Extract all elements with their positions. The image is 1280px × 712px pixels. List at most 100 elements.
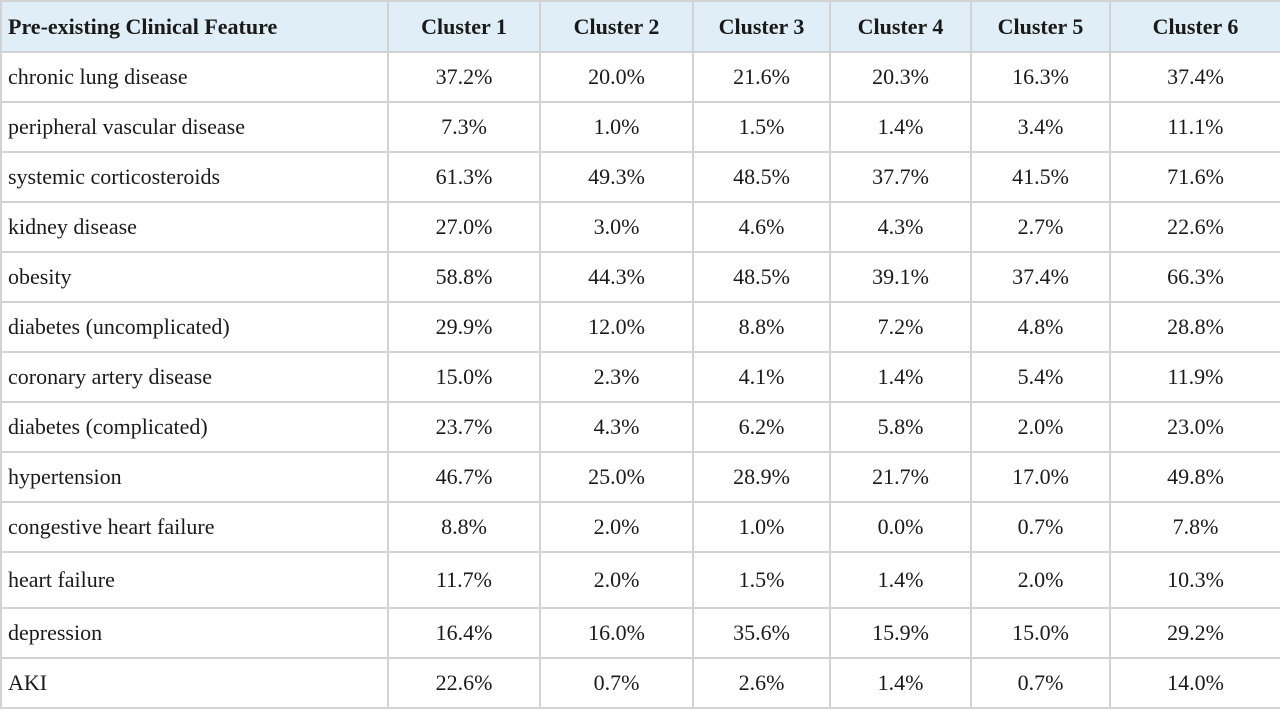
value-cell: 17.0% — [970, 451, 1111, 503]
value-cell: 0.0% — [829, 501, 972, 553]
value-cell: 15.0% — [387, 351, 541, 403]
value-cell: 14.0% — [1109, 657, 1280, 709]
table-row: AKI 22.6% 0.7% 2.6% 1.4% 0.7% 14.0% — [0, 657, 1280, 709]
table-row: heart failure 11.7% 2.0% 1.5% 1.4% 2.0% … — [0, 551, 1280, 609]
column-header-feature: Pre-existing Clinical Feature — [0, 0, 389, 53]
value-cell: 16.0% — [539, 607, 694, 659]
value-cell: 11.7% — [387, 551, 541, 609]
value-cell: 16.4% — [387, 607, 541, 659]
value-cell: 48.5% — [692, 151, 831, 203]
value-cell: 27.0% — [387, 201, 541, 253]
value-cell: 61.3% — [387, 151, 541, 203]
value-cell: 22.6% — [387, 657, 541, 709]
table-row: coronary artery disease 15.0% 2.3% 4.1% … — [0, 351, 1280, 403]
table-row: chronic lung disease 37.2% 20.0% 21.6% 2… — [0, 51, 1280, 103]
value-cell: 2.3% — [539, 351, 694, 403]
value-cell: 15.9% — [829, 607, 972, 659]
value-cell: 48.5% — [692, 251, 831, 303]
value-cell: 6.2% — [692, 401, 831, 453]
table-row: hypertension 46.7% 25.0% 28.9% 21.7% 17.… — [0, 451, 1280, 503]
value-cell: 1.4% — [829, 351, 972, 403]
value-cell: 37.2% — [387, 51, 541, 103]
feature-cell: kidney disease — [0, 201, 389, 253]
value-cell: 49.8% — [1109, 451, 1280, 503]
value-cell: 10.3% — [1109, 551, 1280, 609]
value-cell: 16.3% — [970, 51, 1111, 103]
value-cell: 2.6% — [692, 657, 831, 709]
value-cell: 46.7% — [387, 451, 541, 503]
feature-cell: hypertension — [0, 451, 389, 503]
value-cell: 25.0% — [539, 451, 694, 503]
value-cell: 58.8% — [387, 251, 541, 303]
value-cell: 28.8% — [1109, 301, 1280, 353]
value-cell: 15.0% — [970, 607, 1111, 659]
value-cell: 37.7% — [829, 151, 972, 203]
value-cell: 11.1% — [1109, 101, 1280, 153]
table-row: obesity 58.8% 44.3% 48.5% 39.1% 37.4% 66… — [0, 251, 1280, 303]
value-cell: 5.4% — [970, 351, 1111, 403]
value-cell: 21.6% — [692, 51, 831, 103]
value-cell: 2.0% — [539, 551, 694, 609]
value-cell: 11.9% — [1109, 351, 1280, 403]
value-cell: 1.4% — [829, 101, 972, 153]
table-row: depression 16.4% 16.0% 35.6% 15.9% 15.0%… — [0, 607, 1280, 659]
value-cell: 23.7% — [387, 401, 541, 453]
column-header-cluster-5: Cluster 5 — [970, 0, 1111, 53]
value-cell: 2.0% — [970, 551, 1111, 609]
value-cell: 37.4% — [1109, 51, 1280, 103]
feature-cell: chronic lung disease — [0, 51, 389, 103]
value-cell: 29.2% — [1109, 607, 1280, 659]
table-row: systemic corticosteroids 61.3% 49.3% 48.… — [0, 151, 1280, 203]
value-cell: 2.7% — [970, 201, 1111, 253]
value-cell: 7.2% — [829, 301, 972, 353]
feature-cell: coronary artery disease — [0, 351, 389, 403]
feature-cell: obesity — [0, 251, 389, 303]
value-cell: 1.4% — [829, 657, 972, 709]
feature-cell: depression — [0, 607, 389, 659]
value-cell: 44.3% — [539, 251, 694, 303]
value-cell: 23.0% — [1109, 401, 1280, 453]
table-row: diabetes (complicated) 23.7% 4.3% 6.2% 5… — [0, 401, 1280, 453]
table-row: peripheral vascular disease 7.3% 1.0% 1.… — [0, 101, 1280, 153]
value-cell: 20.3% — [829, 51, 972, 103]
value-cell: 4.6% — [692, 201, 831, 253]
value-cell: 1.0% — [539, 101, 694, 153]
value-cell: 3.4% — [970, 101, 1111, 153]
value-cell: 8.8% — [692, 301, 831, 353]
value-cell: 28.9% — [692, 451, 831, 503]
feature-cell: peripheral vascular disease — [0, 101, 389, 153]
value-cell: 0.7% — [970, 501, 1111, 553]
table-header-row: Pre-existing Clinical Feature Cluster 1 … — [0, 0, 1280, 53]
table-row: kidney disease 27.0% 3.0% 4.6% 4.3% 2.7%… — [0, 201, 1280, 253]
value-cell: 66.3% — [1109, 251, 1280, 303]
value-cell: 8.8% — [387, 501, 541, 553]
value-cell: 35.6% — [692, 607, 831, 659]
value-cell: 37.4% — [970, 251, 1111, 303]
value-cell: 2.0% — [970, 401, 1111, 453]
feature-cell: congestive heart failure — [0, 501, 389, 553]
value-cell: 22.6% — [1109, 201, 1280, 253]
value-cell: 21.7% — [829, 451, 972, 503]
value-cell: 1.0% — [692, 501, 831, 553]
feature-cell: systemic corticosteroids — [0, 151, 389, 203]
value-cell: 49.3% — [539, 151, 694, 203]
value-cell: 29.9% — [387, 301, 541, 353]
value-cell: 71.6% — [1109, 151, 1280, 203]
feature-cell: diabetes (uncomplicated) — [0, 301, 389, 353]
value-cell: 3.0% — [539, 201, 694, 253]
table-row: diabetes (uncomplicated) 29.9% 12.0% 8.8… — [0, 301, 1280, 353]
column-header-cluster-1: Cluster 1 — [387, 0, 541, 53]
value-cell: 4.3% — [829, 201, 972, 253]
value-cell: 1.5% — [692, 551, 831, 609]
value-cell: 0.7% — [539, 657, 694, 709]
value-cell: 2.0% — [539, 501, 694, 553]
value-cell: 7.8% — [1109, 501, 1280, 553]
table-row: congestive heart failure 8.8% 2.0% 1.0% … — [0, 501, 1280, 553]
value-cell: 1.5% — [692, 101, 831, 153]
column-header-cluster-4: Cluster 4 — [829, 0, 972, 53]
column-header-cluster-6: Cluster 6 — [1109, 0, 1280, 53]
value-cell: 7.3% — [387, 101, 541, 153]
value-cell: 4.1% — [692, 351, 831, 403]
value-cell: 20.0% — [539, 51, 694, 103]
